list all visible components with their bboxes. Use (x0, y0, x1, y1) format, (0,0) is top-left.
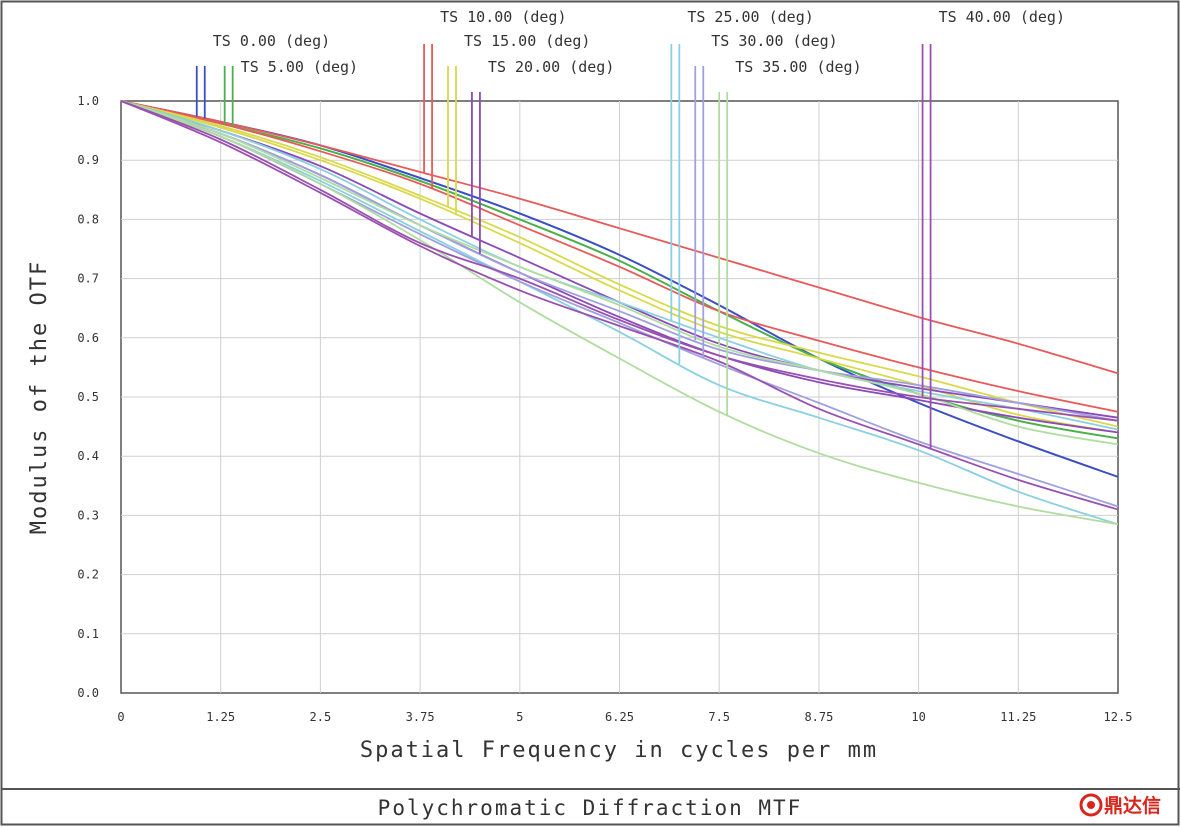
legend-label: TS 25.00 (deg) (687, 8, 813, 26)
x-tick-label: 1.25 (206, 710, 235, 724)
y-tick-label: 0.9 (77, 153, 99, 167)
legend-label: TS 35.00 (deg) (735, 58, 861, 76)
legend-label: TS 10.00 (deg) (440, 8, 566, 26)
legend-markers (195, 44, 932, 449)
mtf-curve-sagittal (120, 100, 1119, 511)
watermark-logo: 鼎达信 (1079, 793, 1161, 817)
legend-label: TS 40.00 (deg) (939, 8, 1065, 26)
y-tick-label: 0.2 (77, 568, 99, 582)
y-axis-label: Modulus of the OTF (27, 260, 52, 534)
logo-text: 鼎达信 (1104, 794, 1161, 817)
x-axis-label: Spatial Frequency in cycles per mm (360, 738, 878, 763)
mtf-curve-tangential (120, 100, 1119, 431)
x-tick-labels: 0 1.25 2.5 3.75 5 6.25 7.5 8.75 10 11.25 12.5 (117, 710, 1132, 724)
grid-lines (121, 101, 1118, 693)
x-tick-label: 7.5 (708, 710, 730, 724)
y-tick-label: 0.1 (77, 627, 99, 641)
x-tick-label: 0 (117, 710, 124, 724)
mtf-curve-tangential (120, 100, 1119, 446)
x-tick-label: 8.75 (804, 710, 833, 724)
y-tick-label: 1.0 (77, 94, 99, 108)
x-tick-label: 12.5 (1104, 710, 1133, 724)
y-tick-label: 0.5 (77, 390, 99, 404)
legend-labels: TS 0.00 (deg) TS 5.00 (deg) TS 10.00 (deg)… (213, 8, 1065, 76)
mtf-curve-sagittal (120, 100, 1119, 526)
mtf-curves (120, 100, 1119, 526)
logo-mark-inner-icon (1087, 801, 1095, 809)
x-tick-label: 5 (516, 710, 523, 724)
y-tick-label: 0.0 (77, 686, 99, 700)
y-tick-labels: 0.0 0.1 0.2 0.3 0.4 0.5 0.6 0.7 0.8 0.9 1.0 (77, 94, 99, 700)
x-tick-label: 11.25 (1000, 710, 1036, 724)
legend-label: TS 15.00 (deg) (464, 32, 590, 50)
mtf-curve-tangential (120, 100, 1119, 428)
legend-label: TS 5.00 (deg) (241, 58, 358, 76)
mtf-curve-tangential (120, 100, 1119, 422)
legend-label: TS 20.00 (deg) (488, 58, 614, 76)
logo-mark-icon (1079, 793, 1103, 817)
legend-label: TS 30.00 (deg) (711, 32, 837, 50)
x-tick-label: 2.5 (310, 710, 332, 724)
y-tick-label: 0.6 (77, 331, 99, 345)
y-tick-label: 0.7 (77, 272, 99, 286)
chart-title: Polychromatic Diffraction MTF (378, 796, 803, 820)
y-tick-label: 0.3 (77, 508, 99, 522)
mtf-curve-sagittal (120, 100, 1119, 434)
x-tick-label: 10 (911, 710, 925, 724)
y-tick-label: 0.4 (77, 449, 99, 463)
mtf-curve-tangential (120, 100, 1119, 375)
mtf-curve-sagittal (120, 100, 1119, 526)
legend-label: TS 0.00 (deg) (213, 32, 330, 50)
y-tick-label: 0.8 (77, 212, 99, 226)
x-tick-label: 3.75 (406, 710, 435, 724)
mtf-curve-tangential (120, 100, 1119, 422)
x-tick-label: 6.25 (605, 710, 634, 724)
mtf-curve-sagittal (120, 100, 1119, 413)
